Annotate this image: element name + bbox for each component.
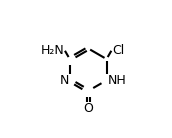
Text: O: O — [83, 102, 93, 115]
Text: NH: NH — [108, 74, 126, 87]
Text: H₂N: H₂N — [41, 44, 64, 57]
Text: N: N — [59, 74, 69, 87]
Text: Cl: Cl — [112, 44, 124, 57]
